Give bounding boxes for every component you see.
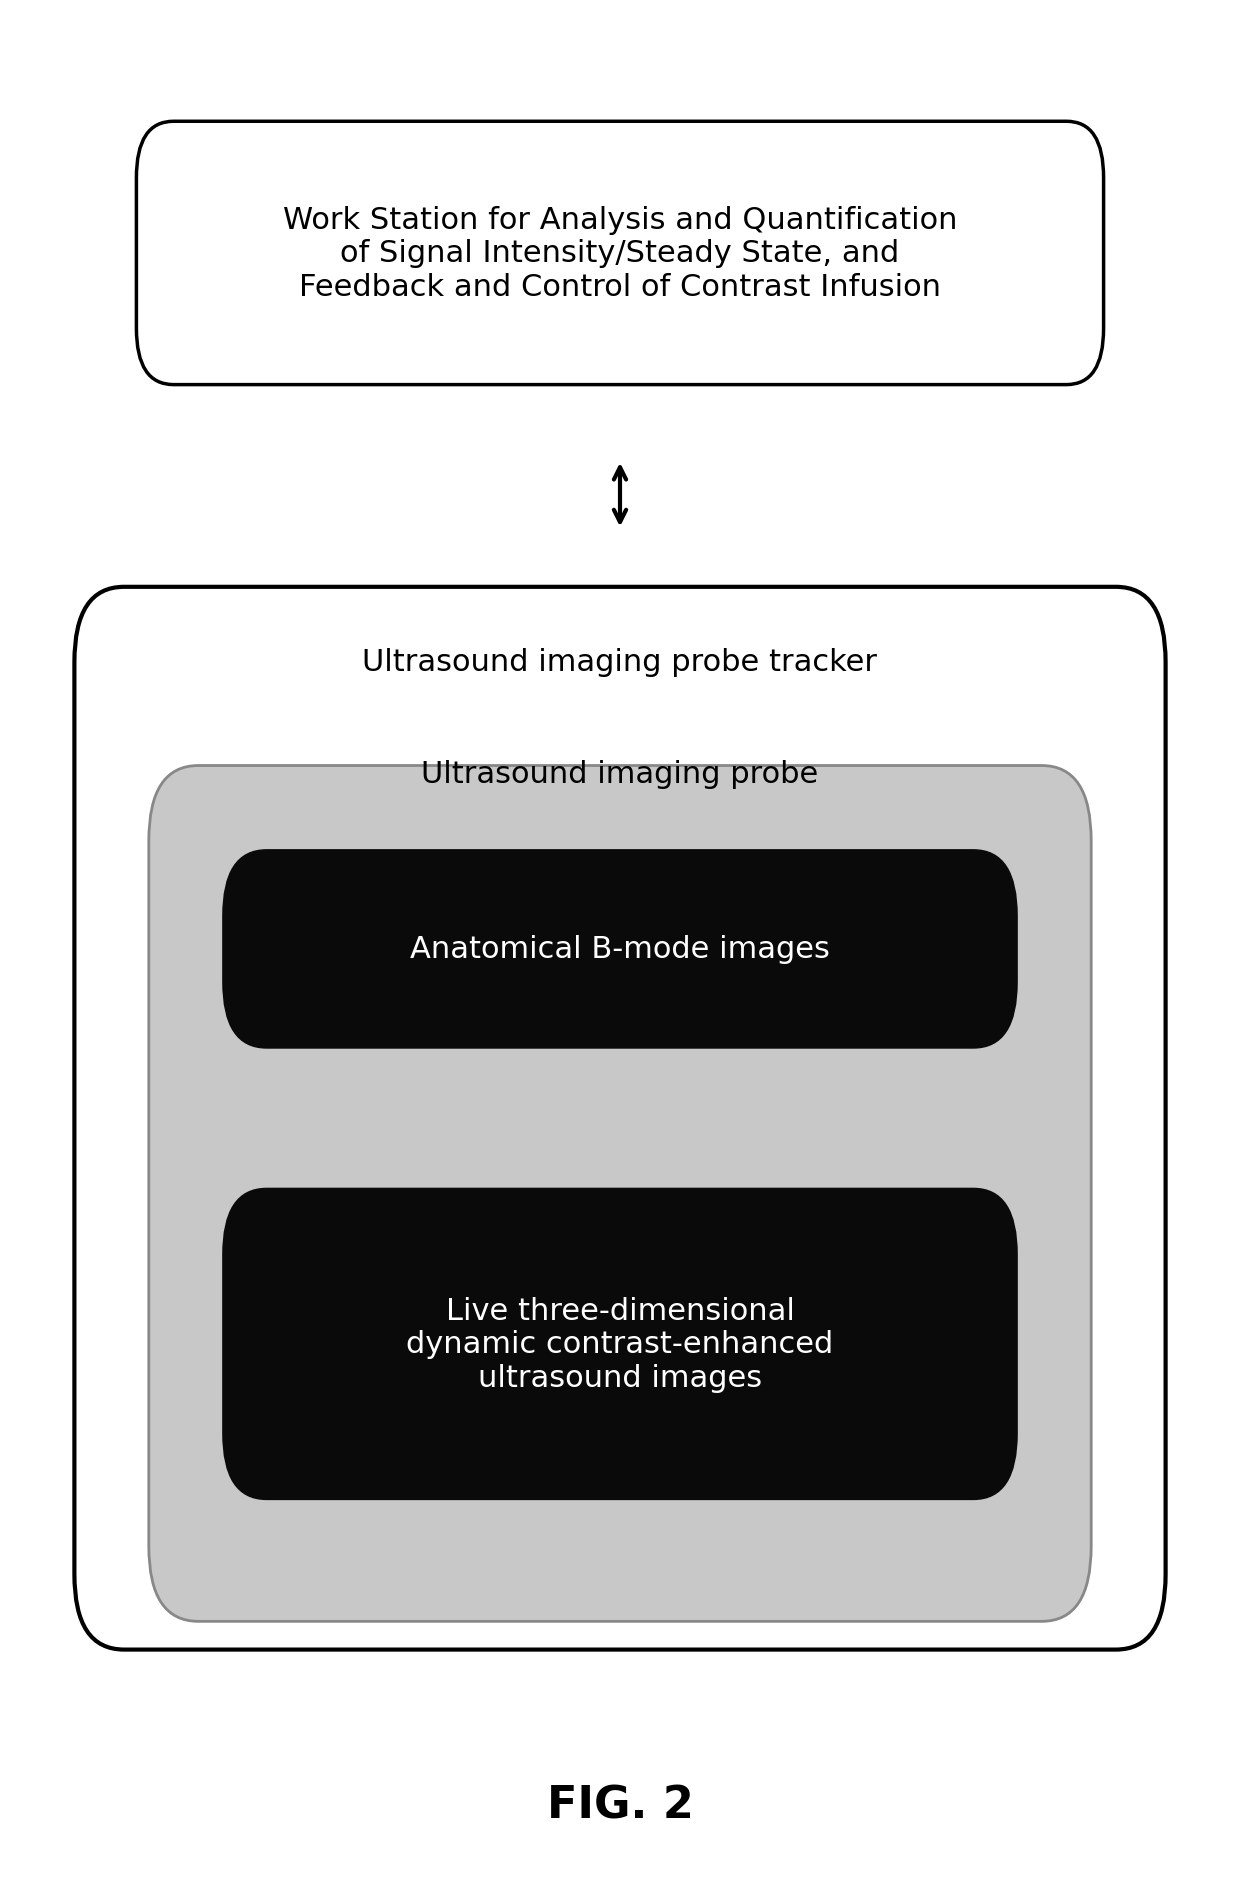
FancyBboxPatch shape: [223, 1190, 1017, 1500]
FancyBboxPatch shape: [74, 588, 1166, 1651]
Text: Live three-dimensional
dynamic contrast-enhanced
ultrasound images: Live three-dimensional dynamic contrast-…: [407, 1295, 833, 1393]
FancyBboxPatch shape: [223, 850, 1017, 1049]
FancyBboxPatch shape: [136, 122, 1104, 385]
Text: Anatomical B-mode images: Anatomical B-mode images: [410, 934, 830, 964]
Text: Ultrasound imaging probe tracker: Ultrasound imaging probe tracker: [362, 647, 878, 677]
Text: Ultrasound imaging probe: Ultrasound imaging probe: [422, 760, 818, 790]
Text: Work Station for Analysis and Quantification
of Signal Intensity/Steady State, a: Work Station for Analysis and Quantifica…: [283, 205, 957, 303]
Text: FIG. 2: FIG. 2: [547, 1784, 693, 1825]
FancyBboxPatch shape: [149, 767, 1091, 1621]
